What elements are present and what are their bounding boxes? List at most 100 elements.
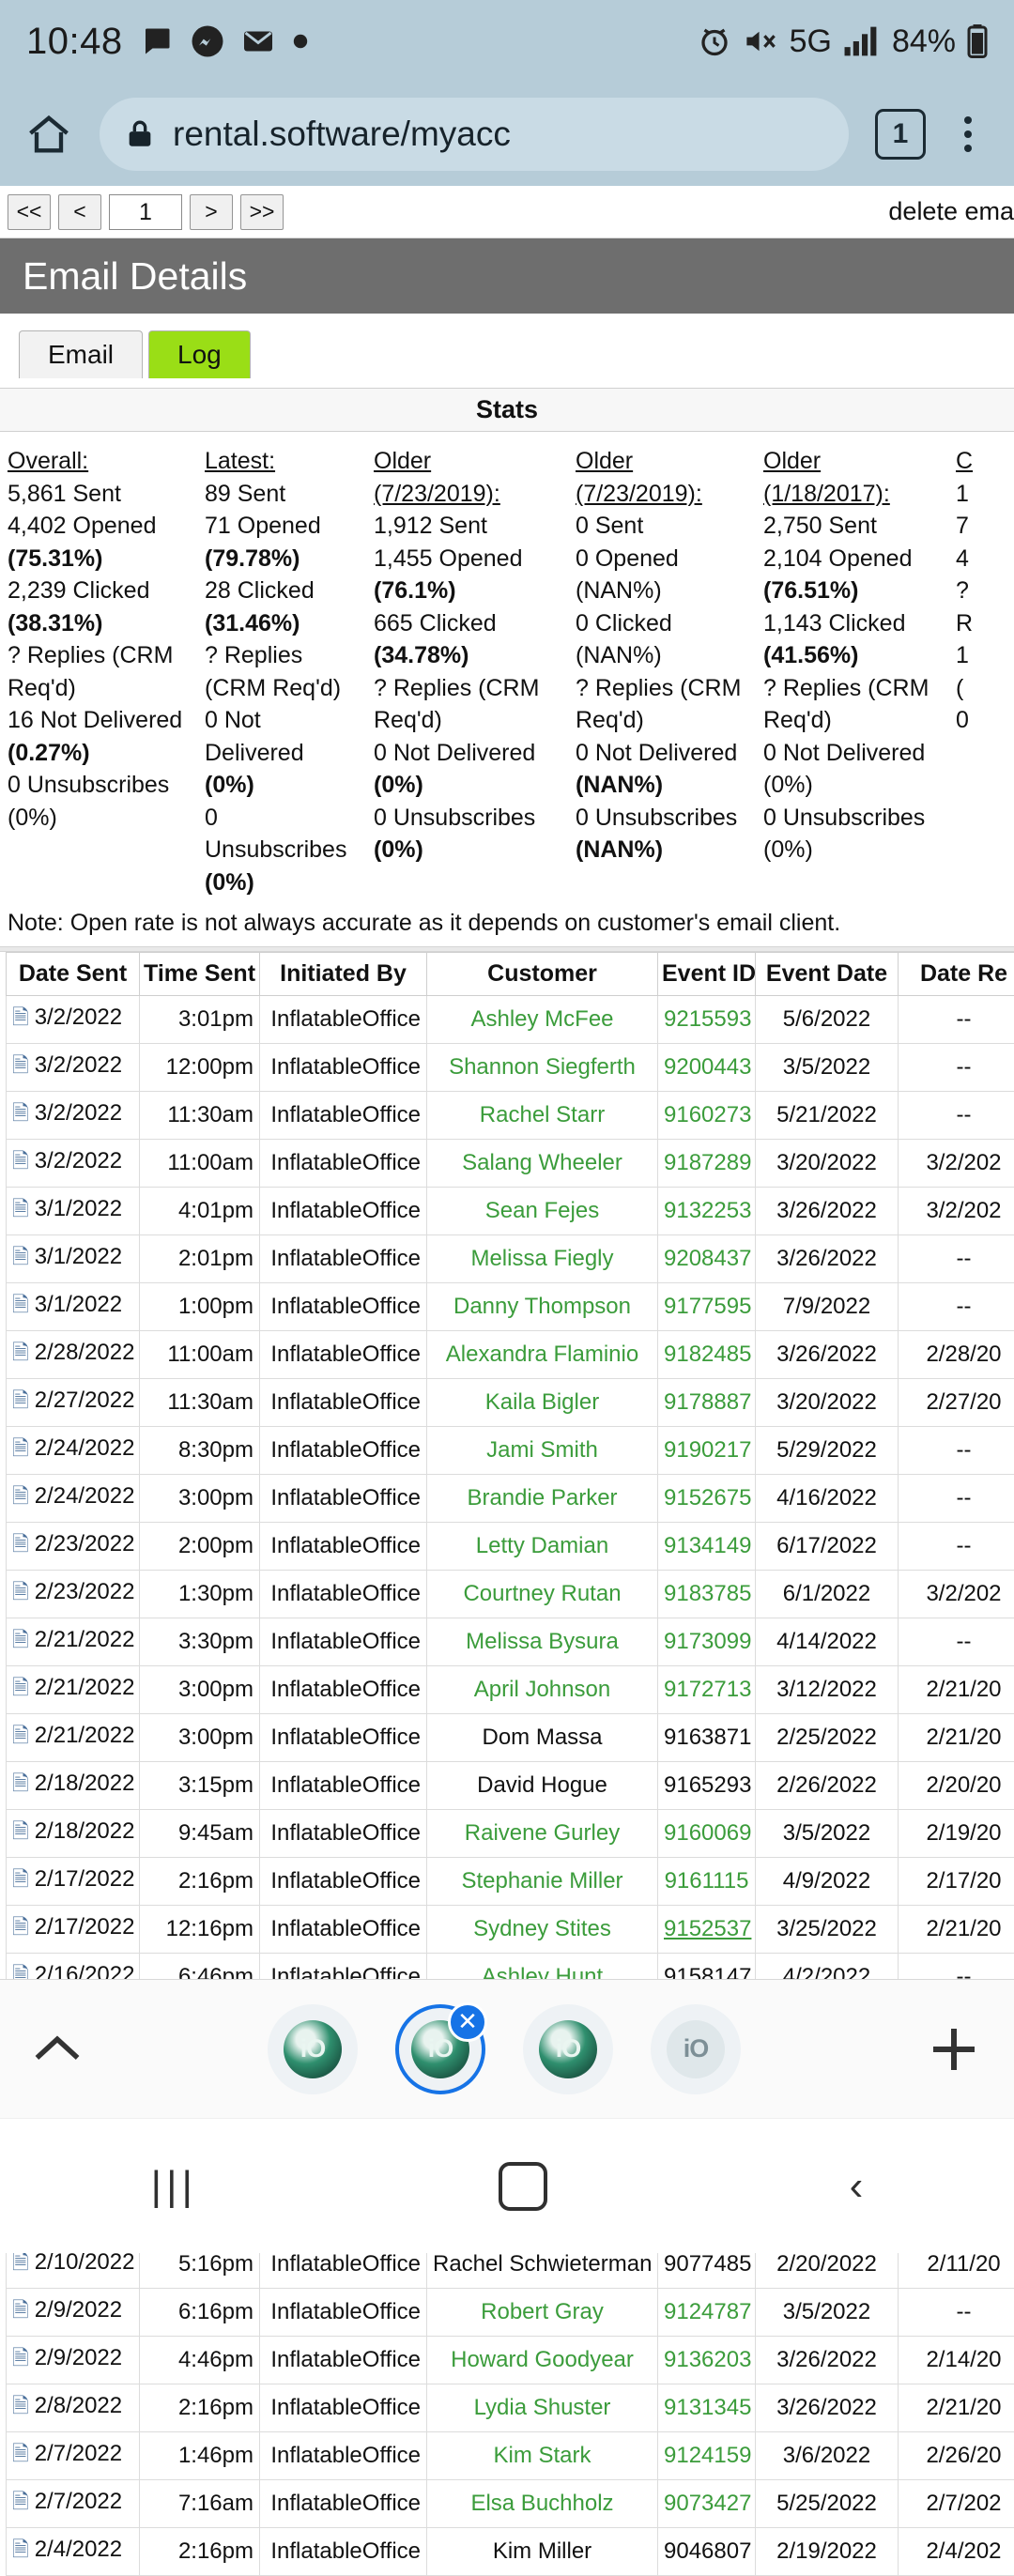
cell-event-id[interactable]: 9124159 bbox=[658, 2432, 756, 2480]
plus-icon[interactable] bbox=[926, 2021, 982, 2078]
cell-event-id[interactable]: 9187289 bbox=[658, 1140, 756, 1188]
document-icon[interactable]: 🗎 bbox=[12, 2538, 29, 2561]
cell-customer[interactable]: Sydney Stites bbox=[427, 1906, 658, 1954]
event-id-link[interactable]: 9183785 bbox=[664, 1581, 751, 1606]
customer-link[interactable]: Raivene Gurley bbox=[465, 1820, 620, 1846]
cell-customer[interactable]: Robert Gray bbox=[427, 2289, 658, 2337]
document-icon[interactable]: 🗎 bbox=[12, 2298, 29, 2322]
cell-customer[interactable]: Lydia Shuster bbox=[427, 2384, 658, 2432]
event-id-link[interactable]: 9152537 bbox=[664, 1916, 751, 1941]
cell-customer[interactable]: April Johnson bbox=[427, 1666, 658, 1714]
customer-link[interactable]: Kim Stark bbox=[493, 2443, 591, 2468]
column-header-initiated-by[interactable]: Initiated By bbox=[260, 953, 427, 996]
customer-link[interactable]: Brandie Parker bbox=[467, 1485, 617, 1510]
document-icon[interactable]: 🗎 bbox=[12, 1676, 29, 1699]
document-icon[interactable]: 🗎 bbox=[12, 1532, 29, 1556]
delete-email-link[interactable]: delete ema bbox=[888, 197, 1014, 226]
document-icon[interactable]: 🗎 bbox=[12, 1628, 29, 1651]
customer-link[interactable]: Danny Thompson bbox=[453, 1294, 631, 1319]
cell-event-id[interactable]: 9160069 bbox=[658, 1810, 756, 1858]
cell-event-id[interactable]: 9124787 bbox=[658, 2289, 756, 2337]
tab-email[interactable]: Email bbox=[19, 330, 143, 378]
customer-link[interactable]: Kaila Bigler bbox=[485, 1389, 599, 1415]
cell-event-id[interactable]: 9183785 bbox=[658, 1571, 756, 1618]
cell-customer[interactable]: Melissa Bysura bbox=[427, 1618, 658, 1666]
customer-link[interactable]: Alexandra Flaminio bbox=[446, 1342, 638, 1367]
cell-event-id[interactable]: 9165293 bbox=[658, 1762, 756, 1810]
document-icon[interactable]: 🗎 bbox=[12, 1197, 29, 1220]
column-header-time-sent[interactable]: Time Sent bbox=[140, 953, 260, 996]
document-icon[interactable]: 🗎 bbox=[12, 1915, 29, 1939]
event-id-link[interactable]: 9161115 bbox=[665, 1868, 749, 1894]
cell-event-id[interactable]: 9177595 bbox=[658, 1283, 756, 1331]
cell-customer[interactable]: Brandie Parker bbox=[427, 1475, 658, 1523]
document-icon[interactable]: 🗎 bbox=[12, 1005, 29, 1029]
cell-customer[interactable]: Kim Stark bbox=[427, 2432, 658, 2480]
customer-link[interactable]: Rachel Starr bbox=[480, 1102, 605, 1127]
document-icon[interactable]: 🗎 bbox=[12, 1819, 29, 1843]
cell-customer[interactable]: Kaila Bigler bbox=[427, 1379, 658, 1427]
close-icon[interactable]: ✕ bbox=[448, 2002, 487, 2042]
event-id-link[interactable]: 9124787 bbox=[664, 2299, 751, 2324]
document-icon[interactable]: 🗎 bbox=[12, 2346, 29, 2369]
cell-customer[interactable]: Kim Miller bbox=[427, 2528, 658, 2576]
document-icon[interactable]: 🗎 bbox=[12, 1436, 29, 1460]
document-icon[interactable]: 🗎 bbox=[12, 1724, 29, 1747]
cell-customer[interactable]: Courtney Rutan bbox=[427, 1571, 658, 1618]
cell-customer[interactable]: Rachel Starr bbox=[427, 1092, 658, 1140]
kebab-menu-icon[interactable] bbox=[946, 116, 990, 152]
cell-event-id[interactable]: 9200443 bbox=[658, 1044, 756, 1092]
customer-link[interactable]: Lydia Shuster bbox=[474, 2395, 611, 2420]
cell-customer[interactable]: Sean Fejes bbox=[427, 1188, 658, 1235]
event-id-link[interactable]: 9131345 bbox=[664, 2395, 751, 2420]
url-bar[interactable]: rental.software/myacc bbox=[100, 98, 849, 171]
cell-event-id[interactable]: 9073427 bbox=[658, 2480, 756, 2528]
document-icon[interactable]: 🗎 bbox=[12, 1867, 29, 1891]
tab-counter-button[interactable]: 1 bbox=[875, 109, 926, 160]
event-id-link[interactable]: 9208437 bbox=[664, 1246, 751, 1271]
cell-customer[interactable]: Elsa Buchholz bbox=[427, 2480, 658, 2528]
cell-event-id[interactable]: 9131345 bbox=[658, 2384, 756, 2432]
document-icon[interactable]: 🗎 bbox=[12, 1101, 29, 1125]
cell-customer[interactable]: Raivene Gurley bbox=[427, 1810, 658, 1858]
cell-customer[interactable]: Shannon Siegferth bbox=[427, 1044, 658, 1092]
cell-event-id[interactable]: 9163871 bbox=[658, 1714, 756, 1762]
customer-link[interactable]: April Johnson bbox=[474, 1677, 610, 1702]
cell-event-id[interactable]: 9161115 bbox=[658, 1858, 756, 1906]
column-header-event-date[interactable]: Event Date bbox=[756, 953, 899, 996]
cell-event-id[interactable]: 9134149 bbox=[658, 1523, 756, 1571]
cell-event-id[interactable]: 9132253 bbox=[658, 1188, 756, 1235]
cell-event-id[interactable]: 9182485 bbox=[658, 1331, 756, 1379]
document-icon[interactable]: 🗎 bbox=[12, 1053, 29, 1077]
customer-link[interactable]: Elsa Buchholz bbox=[470, 2491, 613, 2516]
cell-event-id[interactable]: 9152675 bbox=[658, 1475, 756, 1523]
cell-customer[interactable]: Jami Smith bbox=[427, 1427, 658, 1475]
event-id-link[interactable]: 9172713 bbox=[664, 1677, 751, 1702]
event-id-link[interactable]: 9182485 bbox=[664, 1342, 751, 1367]
page-number-input[interactable]: 1 bbox=[109, 194, 182, 230]
io-bubble-2[interactable]: iO ✕ bbox=[395, 2004, 485, 2094]
event-id-link[interactable]: 9124159 bbox=[664, 2443, 751, 2468]
document-icon[interactable]: 🗎 bbox=[12, 1580, 29, 1603]
customer-link[interactable]: Melissa Bysura bbox=[466, 1629, 619, 1654]
customer-link[interactable]: Ashley McFee bbox=[470, 1006, 613, 1032]
cell-customer[interactable]: Ashley McFee bbox=[427, 996, 658, 1044]
first-page-button[interactable]: << bbox=[8, 194, 51, 230]
cell-customer[interactable]: Letty Damian bbox=[427, 1523, 658, 1571]
event-id-link[interactable]: 9132253 bbox=[664, 1198, 751, 1223]
event-id-link[interactable]: 9190217 bbox=[664, 1437, 751, 1463]
cell-customer[interactable]: Salang Wheeler bbox=[427, 1140, 658, 1188]
document-icon[interactable]: 🗎 bbox=[12, 1341, 29, 1364]
